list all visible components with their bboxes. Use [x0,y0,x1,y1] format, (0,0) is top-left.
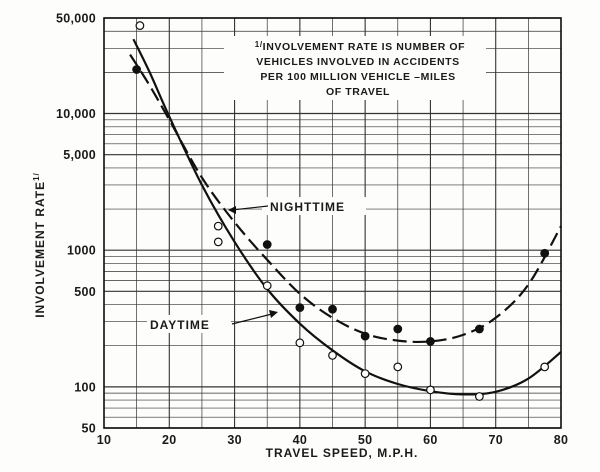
daytime-point [213,221,223,231]
nighttime-label-group: NIGHTTIME [228,197,366,215]
note-footnote-mark: 1/ [255,40,263,49]
daytime-point [393,362,403,372]
markers [132,21,550,401]
x-tick-label: 40 [293,433,308,447]
note-box: 1/INVOLVEMENT RATE IS NUMBER OF VEHICLES… [224,36,486,100]
x-tick-label: 70 [488,433,503,447]
nighttime-label: NIGHTTIME [270,200,345,214]
daytime-point [295,338,305,348]
nighttime-point [474,324,484,334]
nighttime-point [295,303,305,313]
x-tick-label: 50 [358,433,373,447]
daytime-point [540,362,550,372]
x-tick-labels: 10 20 30 40 50 60 70 80 [97,433,569,447]
nighttime-point [540,248,550,258]
nighttime-point [262,240,272,249]
y-tick-labels: 50 100 500 1000 5,000 10,000 50,000 [56,12,96,436]
nighttime-leader [231,205,269,211]
note-line-4: OF TRAVEL [326,86,390,98]
x-tick-label: 10 [97,433,112,447]
nighttime-point [132,65,142,74]
daytime-point [360,369,370,379]
daytime-label: DAYTIME [150,318,210,332]
nighttime-point [393,324,403,334]
note-line-3: PER 100 MILLION VEHICLE –MILES [260,71,455,83]
daytime-point [474,392,484,401]
nighttime-leader-arrow [228,206,236,214]
nighttime-point [426,337,435,346]
nighttime-point [360,331,370,341]
nighttime-point [328,304,337,314]
note-line-2: VEHICLES INVOLVED IN ACCIDENTS [256,56,460,68]
x-tick-label: 20 [162,433,177,447]
y-tick-label: 50,000 [56,12,96,26]
daytime-point [328,350,337,360]
x-axis-title: TRAVEL SPEED, M.P.H. [266,446,419,460]
daytime-point [135,21,145,30]
y-axis-footnote-mark: 1/ [32,172,41,181]
daytime-point [262,281,272,291]
daytime-leader-arrow [269,310,278,318]
y-tick-label: 10,000 [56,107,96,121]
y-tick-label: 100 [74,380,96,394]
x-tick-label: 60 [423,433,438,447]
y-tick-label: 50 [81,422,96,436]
daytime-label-group: DAYTIME [147,310,278,333]
curves [129,38,562,396]
y-tick-label: 5,000 [63,148,96,162]
plot-frame [103,17,562,429]
daytime-curve [132,38,562,396]
x-tick-label: 30 [227,433,242,447]
daytime-leader [231,313,273,325]
daytime-point [213,237,223,247]
y-tick-label: 1000 [67,244,96,258]
y-tick-label: 500 [74,285,96,299]
y-axis-title: INVOLVEMENT RATE1/ [32,172,47,318]
x-tick-label: 80 [554,433,569,447]
daytime-point [426,385,435,395]
note-line-1: 1/INVOLVEMENT RATE IS NUMBER OF [255,40,465,53]
